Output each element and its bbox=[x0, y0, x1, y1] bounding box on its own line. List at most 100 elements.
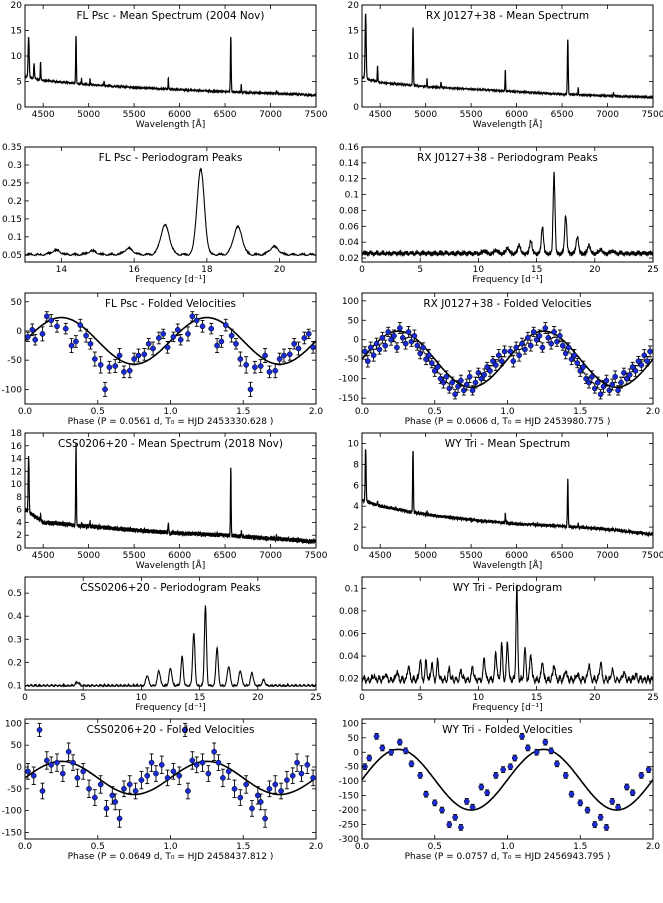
panel-title: CSS0206+20 - Folded Velocities bbox=[87, 724, 255, 736]
chart-panel: 0 5 10 15 20 25 0.02 0.04 0.06 0.08 0.1 0.12 0.14 0.1… bbox=[339, 143, 659, 285]
data-point bbox=[254, 792, 261, 799]
data-point bbox=[164, 344, 171, 351]
y-tick-label: -150 bbox=[339, 394, 360, 404]
axes-frame bbox=[24, 576, 317, 691]
y-tick-label: -250 bbox=[339, 821, 360, 831]
data-point bbox=[262, 352, 268, 359]
y-tick-label: 50 bbox=[348, 316, 360, 326]
data-point bbox=[112, 799, 119, 805]
data-point bbox=[388, 749, 394, 756]
data-point bbox=[571, 352, 578, 359]
data-point bbox=[615, 804, 621, 811]
data-point bbox=[70, 759, 76, 766]
data-point bbox=[513, 344, 520, 351]
x-tick-label: 2.0 bbox=[646, 407, 661, 417]
data-point bbox=[638, 362, 645, 368]
y-tick-label: 4 bbox=[16, 518, 22, 528]
data-point bbox=[507, 763, 514, 770]
data-point bbox=[402, 340, 409, 347]
data-point bbox=[310, 344, 316, 351]
y-tick-label: 10 bbox=[348, 439, 360, 449]
data-point bbox=[417, 772, 424, 779]
fit-curve bbox=[362, 330, 653, 389]
data-point bbox=[548, 747, 555, 754]
x-tick-label: 5500 bbox=[460, 110, 483, 120]
data-point bbox=[439, 807, 445, 813]
chart-panel: 0 5 10 15 20 25 0.1 0.2 0.3 0.4 0.5 CSS0206+20 - Pe… bbox=[8, 576, 322, 713]
data-point bbox=[121, 785, 127, 792]
y-tick-label: 0.04 bbox=[339, 238, 359, 248]
data-point bbox=[367, 344, 374, 351]
data-point bbox=[562, 350, 569, 357]
data-point bbox=[562, 772, 569, 779]
data-point bbox=[291, 340, 298, 347]
periodogram-line bbox=[362, 584, 653, 686]
panel-title: RX J0127+38 - Periodogram Peaks bbox=[417, 152, 598, 164]
data-point bbox=[487, 368, 493, 374]
x-tick-label: 14 bbox=[56, 265, 68, 275]
x-tick-label: 7500 bbox=[642, 551, 663, 561]
x-axis-label: Frequency [d⁻¹] bbox=[135, 275, 205, 285]
x-tick-label: 25 bbox=[647, 693, 658, 703]
data-point bbox=[304, 761, 311, 768]
data-point bbox=[295, 345, 302, 352]
x-tick-label: 4500 bbox=[32, 110, 55, 120]
data-point bbox=[150, 345, 156, 352]
data-point bbox=[272, 367, 279, 374]
panel-title: RX J0127+38 - Mean Spectrum bbox=[426, 10, 589, 22]
y-tick-label: 5 bbox=[353, 78, 359, 88]
y-tick-label: 0 bbox=[16, 103, 22, 113]
data-point bbox=[174, 326, 181, 333]
data-point bbox=[527, 342, 534, 349]
y-tick-label: 0.1 bbox=[345, 191, 359, 201]
data-point bbox=[641, 352, 648, 359]
x-tick-label: 15 bbox=[531, 265, 542, 275]
data-point bbox=[164, 775, 171, 781]
y-tick-label: 0.12 bbox=[339, 175, 359, 185]
data-point bbox=[77, 322, 84, 328]
panel-title: FL Psc - Mean Spectrum (2004 Nov) bbox=[77, 10, 265, 22]
y-tick-label: 6 bbox=[353, 481, 359, 491]
data-point bbox=[542, 325, 549, 331]
data-point bbox=[48, 317, 55, 324]
x-tick-label: 20 bbox=[589, 693, 601, 703]
axes-frame bbox=[24, 718, 317, 840]
data-point bbox=[417, 350, 424, 357]
data-point bbox=[584, 807, 591, 813]
x-tick-label: 5500 bbox=[123, 551, 146, 561]
data-point bbox=[458, 824, 464, 831]
data-point bbox=[536, 332, 543, 339]
data-point bbox=[247, 386, 254, 393]
chart-panel: 0.0 0.5 1.0 1.5 2.0 -150 -100 -50 0 50 100 CSS0206+… bbox=[2, 718, 323, 862]
data-point bbox=[62, 325, 69, 332]
data-point bbox=[478, 784, 485, 790]
y-tick-label: -50 bbox=[7, 785, 22, 795]
data-point bbox=[116, 352, 123, 359]
data-point bbox=[554, 760, 560, 767]
y-tick-label: 8 bbox=[16, 493, 22, 503]
data-point bbox=[68, 342, 75, 349]
axes-frame bbox=[361, 432, 654, 549]
data-point bbox=[243, 362, 250, 368]
data-point bbox=[597, 814, 604, 821]
data-point bbox=[391, 332, 397, 339]
x-tick-label: 4500 bbox=[369, 110, 392, 120]
data-point bbox=[449, 379, 456, 386]
data-point bbox=[647, 348, 653, 355]
plot-area bbox=[362, 584, 653, 686]
data-point bbox=[638, 772, 645, 779]
y-tick-label: 0 bbox=[16, 763, 22, 773]
x-tick-label: 5000 bbox=[77, 551, 100, 561]
data-point bbox=[220, 775, 226, 781]
periodogram-line bbox=[25, 167, 316, 257]
y-tick-label: 20 bbox=[348, 1, 360, 11]
y-tick-label: 18 bbox=[11, 429, 23, 439]
data-point bbox=[519, 340, 525, 347]
data-point bbox=[91, 356, 98, 362]
y-tick-label: 10 bbox=[11, 480, 23, 490]
data-point bbox=[106, 364, 113, 371]
x-tick-label: 5000 bbox=[414, 110, 437, 120]
x-tick-label: 7000 bbox=[259, 551, 282, 561]
y-tick-label: 0.08 bbox=[339, 206, 359, 216]
data-point bbox=[286, 351, 293, 358]
